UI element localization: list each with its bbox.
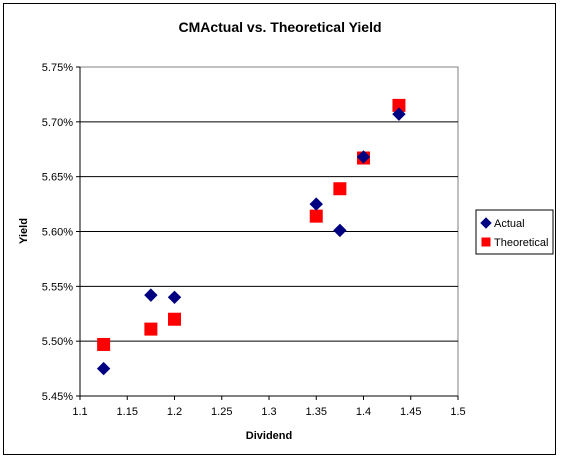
- y-tick-label: 5.50%: [42, 336, 73, 348]
- y-tick-label: 5.60%: [42, 227, 73, 239]
- y-axis-label: Yield: [18, 218, 30, 244]
- plot-area: 1.1 1.15 1.2 1.25 1.3 1.35 1.4 1.45 1.5 5.45% 5.5…: [42, 62, 466, 418]
- theoretical-data-point: [333, 182, 347, 196]
- actual-data-point: [167, 290, 182, 305]
- y-tick-label: 5.55%: [42, 281, 73, 293]
- y-tick-label: 5.75%: [42, 62, 73, 74]
- actual-data-point: [144, 288, 158, 302]
- y-tick-label: 5.45%: [42, 391, 73, 403]
- x-tick-label: 1.45: [400, 406, 421, 418]
- legend-marker-theoretical: [481, 237, 491, 247]
- x-tick-label: 1.4: [356, 406, 371, 418]
- legend-label-actual: Actual: [494, 218, 525, 230]
- y-tick-label: 5.65%: [42, 172, 73, 184]
- y-axis: 5.45% 5.50% 5.55% 5.60% 5.65% 5.70% 5.75%: [42, 62, 81, 403]
- legend-label-theoretical: Theoretical: [494, 237, 548, 249]
- theoretical-data-point: [97, 337, 111, 351]
- legend-box: [475, 209, 554, 255]
- actual-data-point: [309, 197, 323, 211]
- x-tick-label: 1.1: [72, 406, 87, 418]
- y-tick-label: 5.70%: [42, 117, 73, 129]
- x-tick-label: 1.15: [117, 406, 138, 418]
- legend-marker-actual: [480, 217, 492, 229]
- theoretical-data-point: [168, 312, 181, 326]
- actual-data-point: [356, 150, 371, 164]
- x-tick-label: 1.35: [306, 406, 327, 418]
- gridlines: [80, 121, 458, 342]
- x-tick-label: 1.5: [450, 406, 465, 418]
- theoretical-data-point: [144, 322, 158, 336]
- actual-data-point: [96, 361, 111, 376]
- actual-data-point: [392, 107, 406, 121]
- x-tick-label: 1.25: [211, 406, 232, 418]
- data-points: [96, 98, 406, 376]
- x-tick-label: 1.3: [261, 406, 276, 418]
- chart-title: CMActual vs. Theoretical Yield: [178, 19, 381, 35]
- x-axis-label: Dividend: [246, 430, 292, 442]
- theoretical-data-point: [309, 209, 323, 223]
- actual-data-point: [333, 223, 347, 238]
- legend: Actual Theoretical: [475, 209, 554, 255]
- x-tick-label: 1.2: [167, 406, 182, 418]
- x-axis: 1.1 1.15 1.2 1.25 1.3 1.35 1.4 1.45 1.5: [72, 395, 466, 418]
